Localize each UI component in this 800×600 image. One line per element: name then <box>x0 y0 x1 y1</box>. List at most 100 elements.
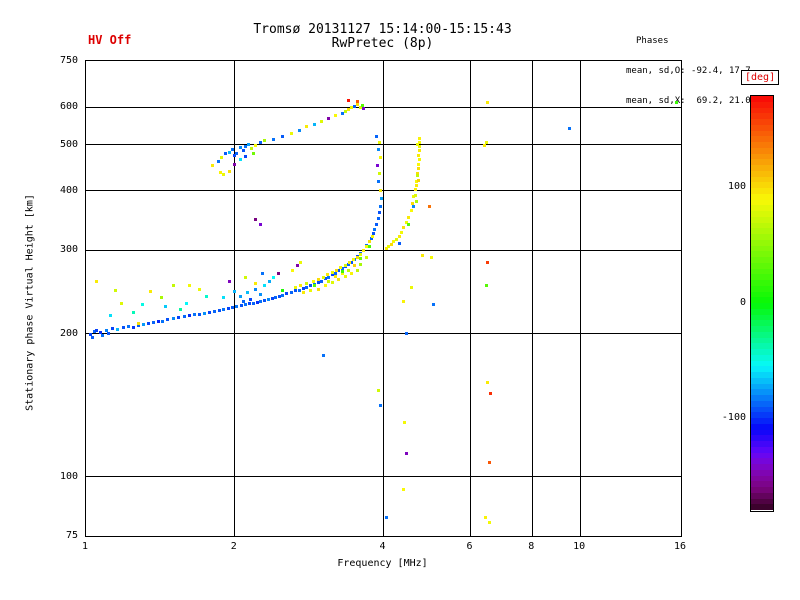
scatter-point <box>305 286 309 290</box>
scatter-point <box>185 301 189 305</box>
colorbar-gradient-slice <box>751 320 773 326</box>
scatter-point <box>238 158 242 162</box>
scatter-point <box>137 322 141 326</box>
scatter-point <box>378 171 382 175</box>
x-tick-label: 10 <box>573 541 586 552</box>
scatter-point <box>164 305 168 309</box>
colorbar-gradient-slice <box>751 337 773 344</box>
scatter-point <box>291 268 295 272</box>
colorbar-gradient-slice <box>751 492 773 499</box>
colorbar-gradient-slice <box>751 429 773 436</box>
scatter-point <box>392 240 396 244</box>
colorbar-gradient-slice <box>751 159 773 165</box>
scatter-point <box>132 326 136 330</box>
phases-x-mode-stats: mean, sd,X: 69.2, 21.0 <box>626 96 751 106</box>
scatter-point <box>274 296 278 300</box>
scatter-point <box>353 264 357 268</box>
scatter-point <box>152 321 156 325</box>
scatter-point <box>368 245 372 249</box>
scatter-point <box>171 317 175 321</box>
scatter-point <box>402 299 406 303</box>
scatter-point <box>224 152 228 156</box>
scatter-point <box>188 284 192 288</box>
scatter-point <box>330 281 334 285</box>
scatter-point <box>198 312 202 316</box>
scatter-point <box>484 284 488 288</box>
colorbar-gradient-slice <box>751 303 773 309</box>
scatter-point <box>258 292 262 296</box>
scatter-point <box>487 461 491 465</box>
x-tick-label: 6 <box>466 541 473 552</box>
scatter-point <box>316 287 320 291</box>
scatter-point <box>413 188 417 192</box>
scatter-point <box>272 276 276 280</box>
scatter-point <box>403 421 407 425</box>
scatter-point <box>416 174 420 178</box>
scatter-point <box>405 451 409 455</box>
scatter-point <box>293 286 297 290</box>
scatter-point <box>316 281 320 285</box>
scatter-point <box>343 264 347 268</box>
scatter-point <box>156 320 160 324</box>
y-tick-label: 750 <box>59 55 78 66</box>
scatter-point <box>350 260 354 264</box>
x-tick-label: 2 <box>230 541 237 552</box>
scatter-point <box>359 262 363 266</box>
scatter-point <box>402 226 406 230</box>
colorbar-gradient-slice <box>751 441 773 447</box>
scatter-point <box>258 141 262 145</box>
colorbar-gradient-slice <box>751 308 773 315</box>
colorbar-gradient-slice <box>751 228 773 234</box>
colorbar-gradient-slice <box>751 297 773 303</box>
scatter-point <box>272 138 276 142</box>
scatter-point <box>327 275 331 279</box>
colorbar-gradient-slice <box>751 234 773 240</box>
scatter-point <box>343 274 347 278</box>
scatter-point <box>362 107 366 111</box>
gridline-vertical <box>531 61 533 536</box>
colorbar-gradient-slice <box>751 446 773 453</box>
scatter-point <box>312 122 316 126</box>
colorbar-gradient-slice <box>751 193 773 200</box>
scatter-point <box>404 221 408 225</box>
colorbar-gradient-slice <box>751 239 773 246</box>
scatter-point <box>140 303 144 307</box>
scatter-point <box>301 286 305 290</box>
colorbar-gradient-slice <box>751 188 773 194</box>
scatter-point <box>370 235 374 239</box>
scatter-point <box>227 150 231 154</box>
colorbar-gradient-slice <box>751 291 773 298</box>
colorbar-gradient-slice <box>751 481 773 487</box>
gridline-horizontal <box>86 333 681 335</box>
scatter-point <box>376 216 380 220</box>
colorbar-gradient-slice <box>751 130 773 137</box>
scatter-point <box>270 297 274 301</box>
phases-stats-block: Phases mean, sd,O: -92.4, 17.7 mean, sd,… <box>626 16 751 126</box>
hv-status-label: HV Off <box>88 33 132 47</box>
colorbar-title: [deg] <box>741 70 780 85</box>
colorbar-tick-label: -100 <box>721 411 746 423</box>
colorbar-gradient-slice <box>751 96 773 102</box>
scatter-point <box>241 149 245 153</box>
colorbar-gradient-slice <box>751 349 773 355</box>
scatter-point <box>400 230 403 234</box>
gridline-horizontal <box>86 249 681 251</box>
scatter-point <box>334 274 338 278</box>
scatter-point <box>226 306 230 310</box>
scatter-point <box>281 289 285 293</box>
scatter-point <box>293 289 297 293</box>
scatter-point <box>227 169 231 173</box>
scatter-point <box>352 258 356 262</box>
scatter-point <box>208 310 212 314</box>
scatter-point <box>182 315 186 319</box>
scatter-point <box>374 222 378 226</box>
colorbar-gradient-slice <box>751 452 773 459</box>
scatter-point <box>376 388 380 392</box>
scatter-point <box>350 271 354 275</box>
scatter-point <box>482 144 486 148</box>
scatter-point <box>235 151 239 155</box>
scatter-point <box>387 245 391 249</box>
colorbar-gradient-slice <box>751 182 773 188</box>
y-tick-label: 300 <box>59 244 78 256</box>
x-axis-title: Frequency [MHz] <box>337 558 428 569</box>
